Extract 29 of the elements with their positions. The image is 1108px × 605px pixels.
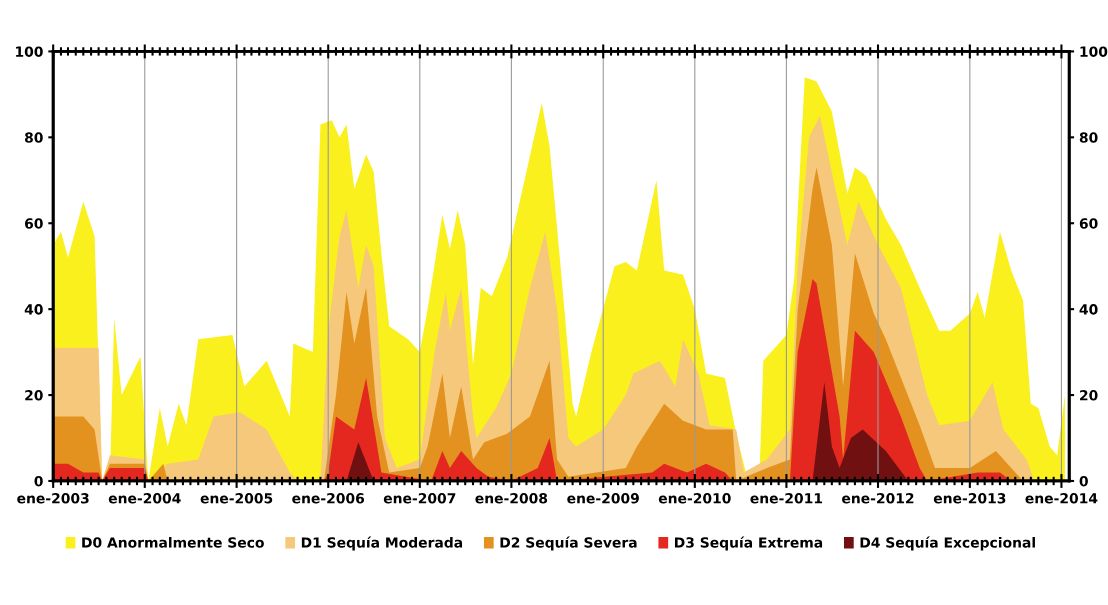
legend-label: D2 Sequía Severa xyxy=(500,536,637,551)
x-tick-label: ene-2011 xyxy=(750,493,823,504)
y2-tick-label: 80 xyxy=(1079,132,1098,143)
x-tick-label: ene-2005 xyxy=(200,493,273,504)
x-tick-label: ene-2004 xyxy=(108,493,181,504)
y2-tick-label: 20 xyxy=(1080,390,1098,401)
x-tick-label: ene-2008 xyxy=(475,493,548,504)
y-tick-label: 80 xyxy=(24,132,43,143)
y-tick-label: 40 xyxy=(24,304,43,315)
legend-label: D0 Anormalmente Seco xyxy=(82,536,264,548)
y2-tick-label: 60 xyxy=(1079,218,1098,229)
x-tick-label: ene-2010 xyxy=(658,493,731,504)
legend-label: D1 Sequía Moderada xyxy=(301,536,463,551)
x-tick-label: ene-2003 xyxy=(17,493,89,504)
x-tick-label: ene-2009 xyxy=(567,493,639,504)
y2-tick-label: 40 xyxy=(1079,304,1098,315)
y-tick-label: 20 xyxy=(25,390,43,401)
legend-label: D3 Sequía Extrema xyxy=(674,536,823,551)
y2-tick-label: 100 xyxy=(1080,46,1108,57)
y-tick-label: 100 xyxy=(16,46,43,57)
x-tick-label: ene-2006 xyxy=(292,493,365,504)
legend-label: D4 Sequía Excepcional xyxy=(860,536,1035,551)
x-tick-label: ene-2007 xyxy=(383,493,456,504)
x-tick-label: ene-2014 xyxy=(1025,493,1098,504)
y-tick-label: 60 xyxy=(25,218,43,229)
x-tick-label: ene-2012 xyxy=(842,493,914,504)
y2-tick-label: 0 xyxy=(1079,475,1088,487)
x-tick-label: ene-2013 xyxy=(933,493,1006,504)
y-tick-label: 0 xyxy=(34,475,43,487)
